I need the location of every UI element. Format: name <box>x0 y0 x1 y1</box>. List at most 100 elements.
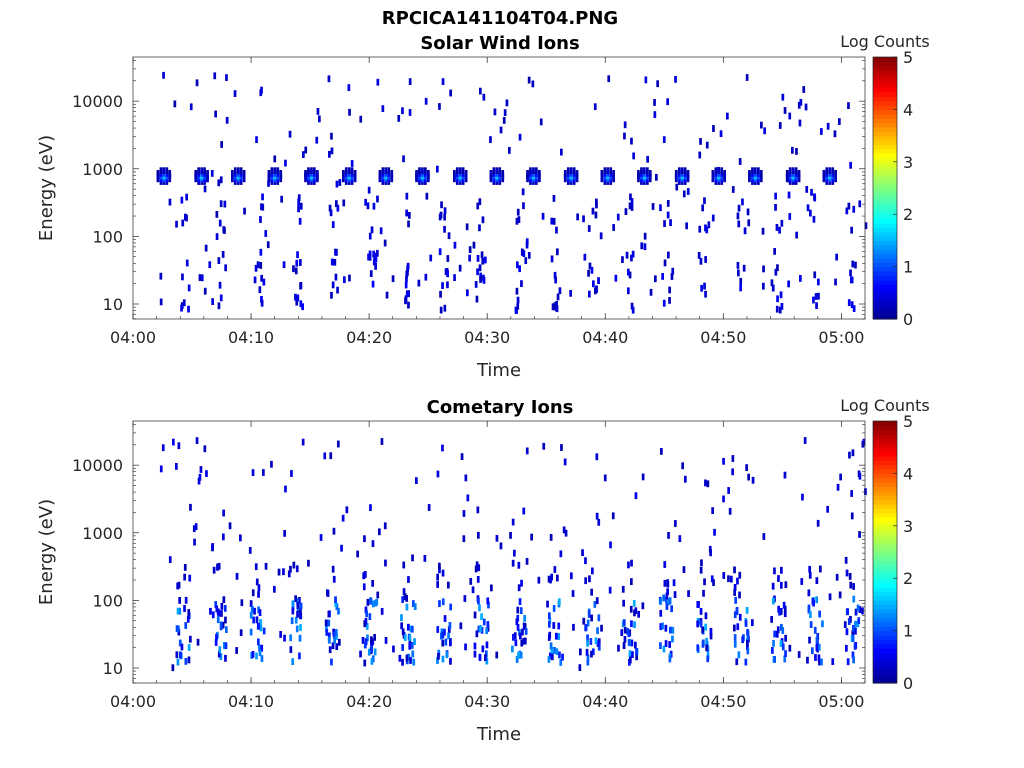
heatmap-cell <box>481 257 485 265</box>
heatmap-cell <box>182 299 186 307</box>
heatmap-cell <box>364 198 367 206</box>
heatmap-cell <box>331 642 335 650</box>
heatmap-cell <box>337 440 340 448</box>
heatmap-cell <box>663 220 666 227</box>
colorbar-tick-label: 1 <box>903 622 913 641</box>
heatmap-cell <box>551 303 555 311</box>
heatmap-cell <box>367 648 371 656</box>
heatmap-cell <box>159 465 163 473</box>
heatmap-cell <box>239 167 243 175</box>
x-axis: 04:00 04:10 04:20 04:30 04:40 04:50 05:00 <box>110 57 866 347</box>
heatmap-cell <box>292 561 296 569</box>
heatmap-cell <box>555 226 558 234</box>
heatmap-cell <box>815 577 819 584</box>
heatmap-cell <box>699 608 703 615</box>
heatmap-cell <box>239 534 242 542</box>
heatmap-cell <box>788 167 792 175</box>
heatmap-cell <box>635 653 638 661</box>
heatmap-cell <box>189 103 193 111</box>
heatmap-cell <box>359 650 362 658</box>
heatmap-cell <box>413 638 416 645</box>
heatmap-cell <box>612 170 615 177</box>
heatmap-cell <box>852 624 855 632</box>
heatmap-cell <box>436 581 439 588</box>
heatmap-cell <box>307 559 310 567</box>
heatmap-cell <box>260 644 264 652</box>
colorbar-segment <box>873 586 897 592</box>
heatmap-cell <box>333 258 337 266</box>
heatmap-cell <box>630 578 633 585</box>
heatmap-cell <box>737 204 741 212</box>
heatmap-cell <box>775 305 779 313</box>
heatmap-cell <box>587 225 591 232</box>
heatmap-cell <box>771 284 775 292</box>
heatmap-cell <box>666 588 669 596</box>
heatmap-cell <box>235 572 239 580</box>
heatmap-cell <box>449 657 452 665</box>
heatmap-cell <box>446 281 449 289</box>
heatmap-cell <box>704 612 708 620</box>
heatmap-cell <box>644 76 648 84</box>
heatmap-cell <box>447 232 451 240</box>
heatmap-cell <box>757 167 760 175</box>
heatmap-cell <box>447 626 451 633</box>
heatmap-cell <box>520 579 523 587</box>
heatmap-cell <box>335 629 338 636</box>
heatmap-cell <box>221 251 225 258</box>
heatmap-cell <box>240 599 244 607</box>
heatmap-cell <box>299 608 302 616</box>
heatmap-cell <box>214 601 218 608</box>
heatmap-cell <box>780 303 784 310</box>
heatmap-cell <box>408 634 412 641</box>
heatmap-cell <box>643 243 647 251</box>
heatmap-cell <box>839 473 842 481</box>
heatmap-cell <box>522 637 525 645</box>
heatmap-cell <box>438 103 441 110</box>
heatmap-cell <box>482 93 486 101</box>
heatmap-cell <box>216 563 220 571</box>
heatmap-cell <box>462 535 466 543</box>
heatmap-cell <box>781 627 785 634</box>
heatmap-cell <box>270 167 274 175</box>
heatmap-cell <box>267 180 270 187</box>
heatmap-cell <box>641 473 645 481</box>
colorbar-segment <box>873 643 897 649</box>
heatmap-cell <box>815 596 818 604</box>
heatmap-cell <box>443 628 446 636</box>
heatmap-cell <box>517 652 520 659</box>
heatmap-cell <box>348 108 351 116</box>
heatmap-cell <box>672 579 676 587</box>
heatmap-cell <box>330 291 333 299</box>
heatmap-cell <box>429 254 433 262</box>
heatmap-cell <box>302 151 305 158</box>
colorbar-segment <box>873 473 897 479</box>
heatmap-cell <box>788 112 792 120</box>
heatmap-cell <box>325 625 328 633</box>
heatmap-cell <box>711 507 714 514</box>
heatmap-cell <box>589 638 593 645</box>
heatmap-cell <box>520 248 524 256</box>
heatmap-cell <box>440 201 443 209</box>
heatmap-cell <box>845 207 849 215</box>
heatmap-cell <box>516 302 520 310</box>
heatmap-cell <box>747 473 750 481</box>
heatmap-cell <box>762 533 766 540</box>
heatmap-cell <box>323 452 327 460</box>
heatmap-cell <box>850 301 854 309</box>
heatmap-cell <box>773 567 776 575</box>
heatmap-cell <box>730 575 733 583</box>
heatmap-cell <box>445 651 449 659</box>
heatmap-cell <box>486 621 490 628</box>
heatmap-cell <box>815 302 818 309</box>
heatmap-cell <box>462 510 466 517</box>
heatmap-cell <box>590 588 593 596</box>
heatmap-cell <box>558 287 562 295</box>
heatmap-cell <box>739 277 743 285</box>
heatmap-cell <box>236 167 240 175</box>
heatmap-cell <box>813 193 816 201</box>
heatmap-cell <box>514 639 518 647</box>
heatmap-cell <box>254 563 258 571</box>
heatmap-cell <box>219 294 223 302</box>
heatmap-cell <box>401 658 404 666</box>
colorbar-segment <box>873 530 897 536</box>
